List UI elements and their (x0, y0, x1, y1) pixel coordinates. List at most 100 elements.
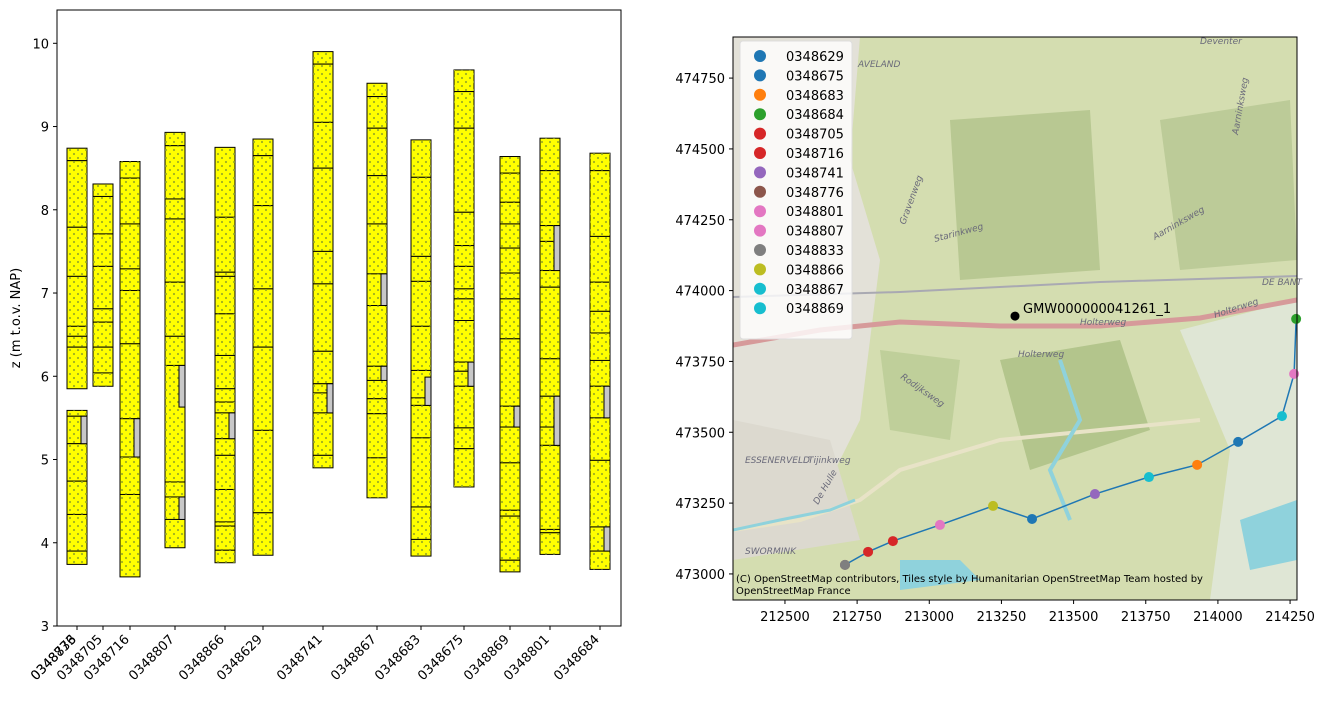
legend-label: 0348807 (786, 225, 844, 240)
layer-hatch (215, 489, 235, 522)
layer-hatch (454, 245, 474, 267)
filter (178, 364, 186, 408)
layer-hatch (590, 282, 610, 312)
layer-hatch (215, 438, 235, 456)
layer-hatch (367, 128, 387, 176)
layer-hatch (500, 462, 520, 511)
layer-hatch (215, 455, 235, 490)
layer-hatch (540, 358, 560, 397)
map-label: AVELAND (857, 60, 900, 70)
borehole-point (934, 519, 945, 530)
layer-hatch (215, 521, 235, 527)
y-tick-label: 10 (32, 37, 49, 52)
y-tick-label: 474500 (675, 143, 725, 158)
legend-label: 0348776 (786, 186, 844, 201)
layer-hatch (367, 223, 387, 274)
x-tick-label: 212750 (832, 610, 882, 625)
layer-hatch (120, 268, 140, 291)
layer-hatch (590, 236, 610, 283)
layer-hatch (454, 427, 474, 449)
filter (80, 415, 88, 445)
layer-hatch (313, 412, 333, 456)
legend-label: 0348833 (786, 244, 844, 259)
layer-hatch (253, 430, 273, 513)
layer-hatch (313, 64, 333, 123)
y-tick-label: 473250 (675, 497, 725, 512)
legend-marker (754, 282, 766, 295)
layer-hatch (215, 355, 235, 389)
filter (326, 383, 334, 414)
layer-hatch (590, 153, 610, 171)
legend-marker (754, 147, 766, 159)
filter (553, 225, 561, 272)
layer-hatch (500, 202, 520, 224)
legend-label: 0348867 (786, 283, 844, 298)
layer-hatch (540, 532, 560, 555)
layer-hatch (590, 551, 610, 570)
layer-hatch (165, 198, 185, 219)
layer-hatch (313, 168, 333, 252)
legend-marker (754, 166, 766, 179)
map-label: Tijinkweg (808, 456, 851, 466)
x-tick-label: 0348683 (372, 632, 424, 684)
layer-hatch (253, 205, 273, 289)
layer-hatch (215, 272, 235, 277)
layer-hatch (367, 83, 387, 97)
borehole-point (988, 500, 999, 511)
legend-label: 0348866 (786, 263, 844, 278)
layer-hatch (67, 410, 87, 417)
layer-hatch (411, 506, 431, 540)
y-tick-label: 6 (41, 370, 49, 385)
map-label: Holterweg (1018, 350, 1064, 360)
legend-label: 0348683 (786, 89, 844, 104)
legend-marker (754, 108, 766, 121)
x-tick-label: 0348684 (551, 632, 603, 684)
layer-hatch (165, 519, 185, 548)
y-axis-label: z (m t.o.v. NAP) (9, 268, 24, 368)
borehole-point (1192, 459, 1203, 470)
filter (133, 418, 141, 458)
layer-hatch (67, 551, 87, 565)
map-label: ESSENERVELD (745, 456, 810, 466)
y-tick-label: 4 (41, 537, 49, 552)
layer-hatch (454, 288, 474, 299)
layer-hatch (67, 481, 87, 515)
layer-hatch (411, 139, 431, 178)
layer-hatch (313, 122, 333, 169)
layer-hatch (67, 443, 87, 482)
layer-hatch (93, 347, 113, 373)
legend-marker (754, 88, 766, 101)
layer-hatch (411, 177, 431, 257)
map-panel: 212500 212750 213000 213250 213500 213750 2140… (675, 72, 1315, 625)
borehole-point (1289, 368, 1300, 379)
layer-hatch (120, 457, 140, 495)
layer-hatch (215, 550, 235, 563)
x-tick-label: 213250 (977, 610, 1027, 625)
well-point (1010, 311, 1020, 321)
layer-hatch (540, 170, 560, 226)
map-label: Holterweg (1080, 318, 1126, 328)
legend-marker (754, 224, 766, 237)
layer-hatch (367, 175, 387, 224)
x-tick-label: 213750 (1121, 610, 1171, 625)
layer-hatch (454, 448, 474, 487)
y-tick-label: 474250 (675, 214, 725, 229)
layer-hatch (120, 161, 140, 179)
layer-hatch (67, 276, 87, 327)
layer-hatch (540, 270, 560, 288)
legend-label: 0348801 (786, 205, 844, 220)
y-tick-label: 7 (41, 287, 49, 302)
x-tick-label: 214250 (1265, 610, 1315, 625)
borehole-panel: 3456789100348833034877603487050348716034… (28, 37, 611, 684)
filter (380, 273, 388, 307)
layer-hatch (540, 529, 560, 533)
layer-hatch (120, 343, 140, 419)
layer-hatch (165, 282, 185, 337)
layer-hatch (313, 383, 333, 393)
layer-hatch (120, 494, 140, 577)
layer-hatch (253, 512, 273, 556)
legend-marker (754, 127, 766, 140)
layer-hatch (93, 308, 113, 323)
layer-hatch (165, 481, 185, 497)
layer-hatch (313, 51, 333, 65)
